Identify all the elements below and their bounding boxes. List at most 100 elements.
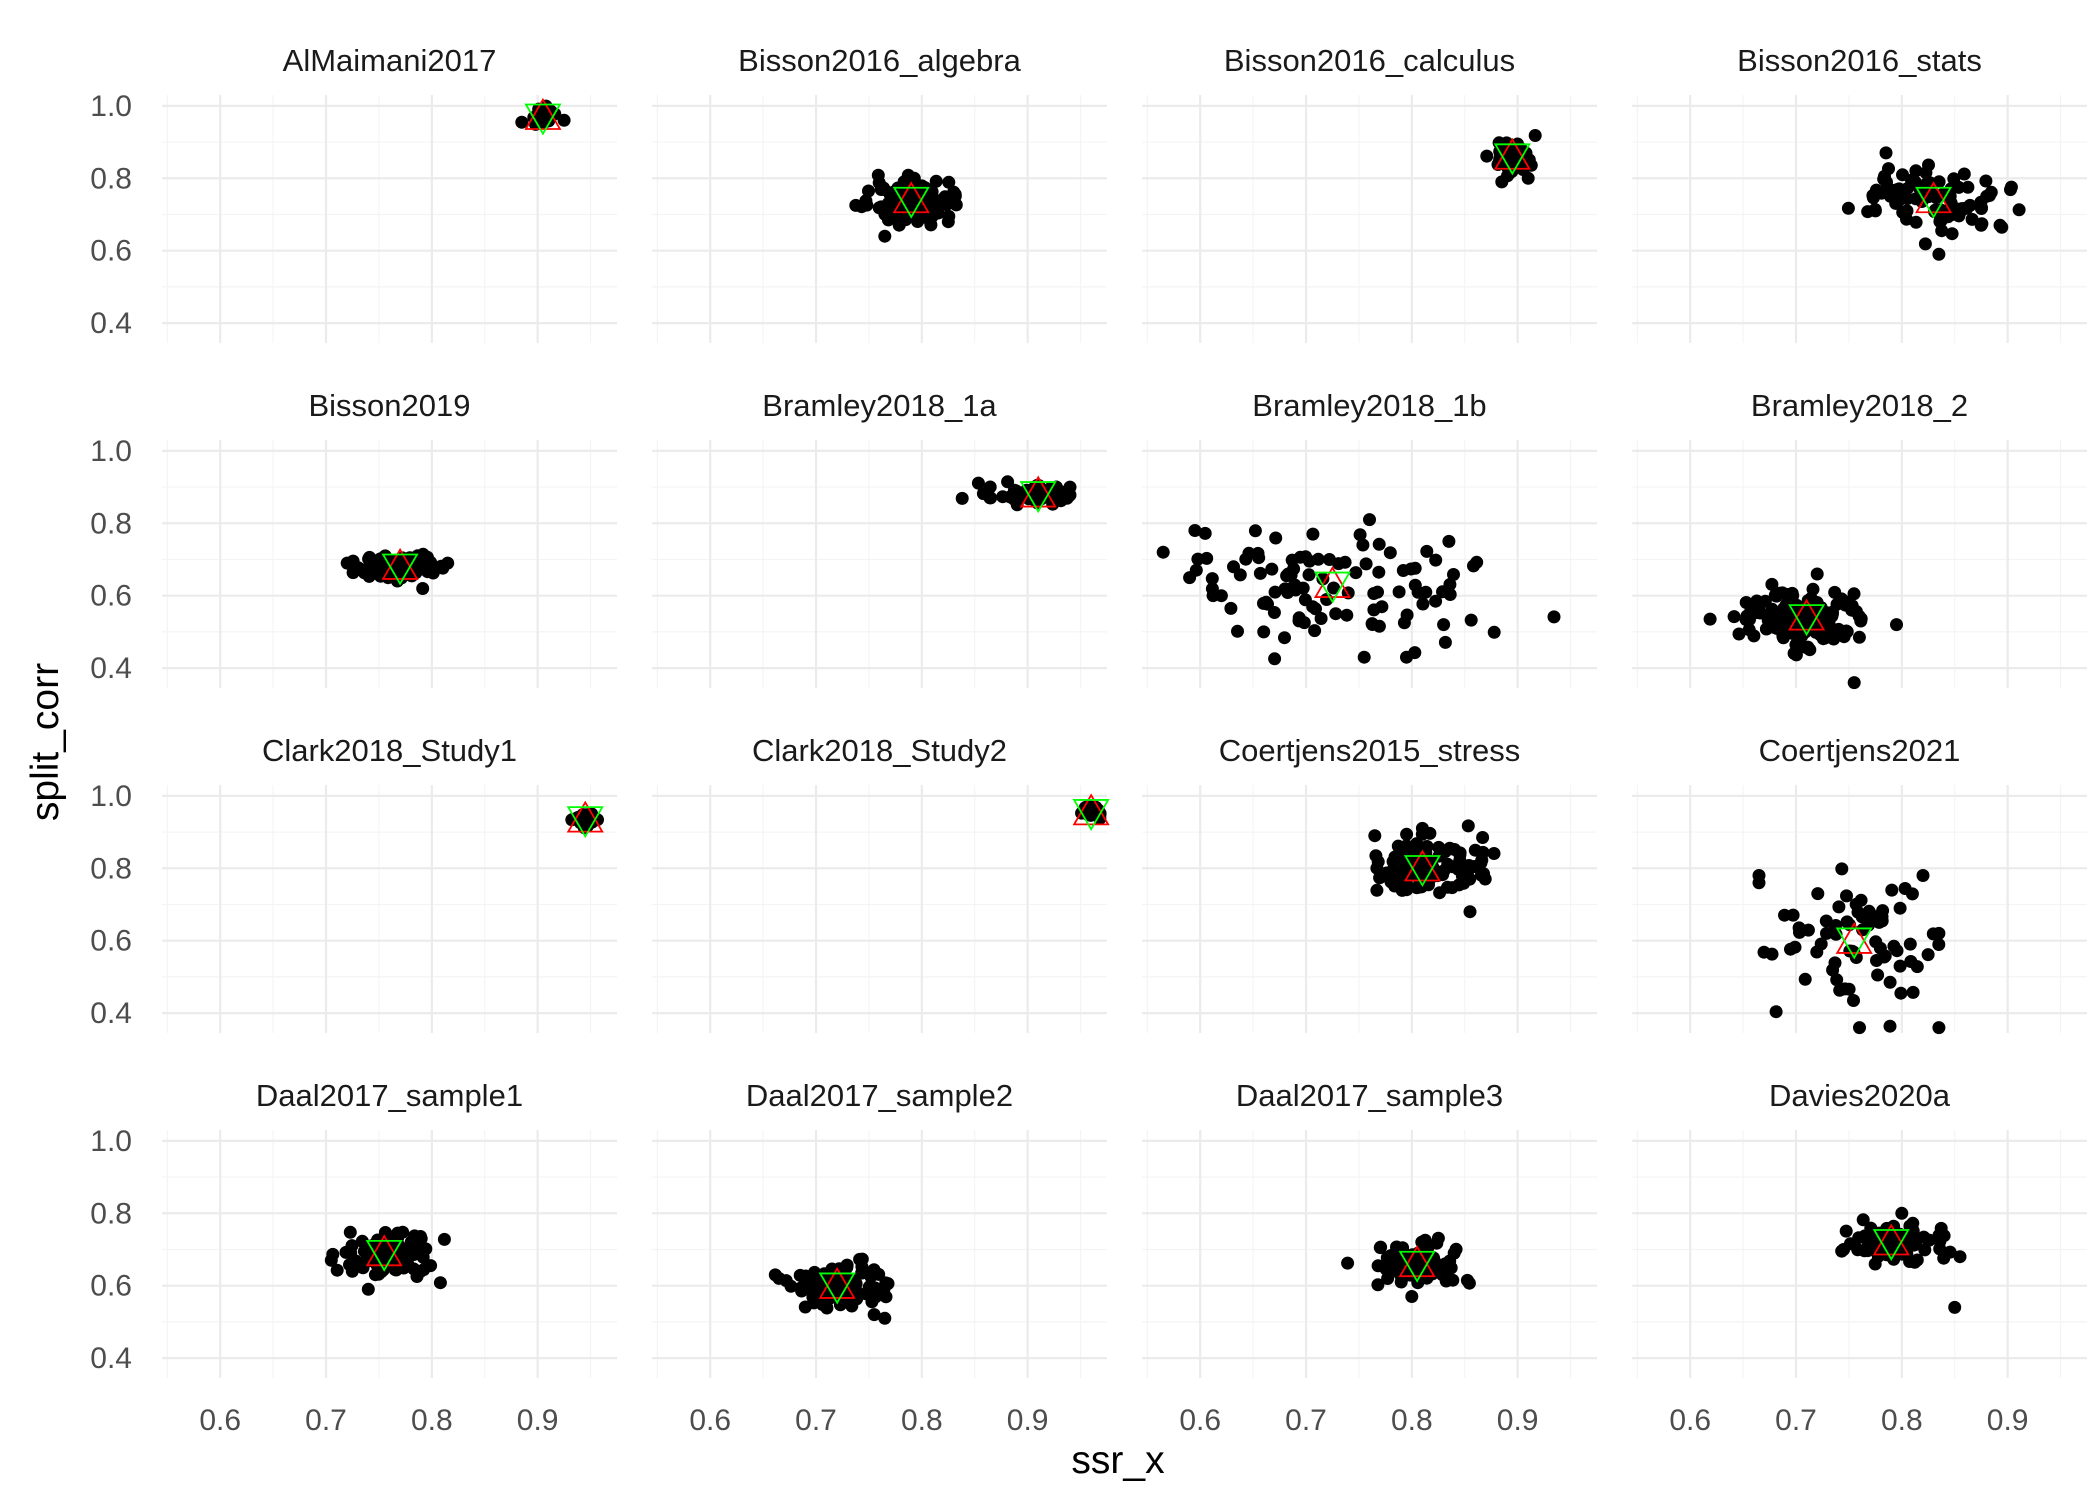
data-point bbox=[1437, 864, 1451, 878]
points-group bbox=[1480, 129, 1542, 189]
data-point bbox=[330, 1263, 344, 1277]
panel-1: Bisson2016_algebra bbox=[652, 43, 1107, 343]
panel-6: Bramley2018_1b bbox=[1142, 388, 1597, 688]
data-point bbox=[801, 1273, 815, 1286]
mean-marker-triangle-up bbox=[365, 1234, 403, 1267]
data-point bbox=[1462, 859, 1476, 872]
data-point bbox=[1443, 841, 1457, 855]
data-point bbox=[359, 563, 372, 577]
data-point bbox=[1732, 627, 1746, 641]
data-point bbox=[1906, 985, 1920, 999]
mean-marker-triangle-up bbox=[1313, 566, 1352, 598]
data-point bbox=[1349, 566, 1363, 580]
data-point bbox=[363, 550, 376, 564]
data-point bbox=[1904, 955, 1918, 968]
data-point bbox=[345, 1264, 359, 1278]
data-point bbox=[1770, 613, 1784, 627]
data-point bbox=[1415, 1235, 1429, 1249]
data-point bbox=[1375, 600, 1389, 614]
data-point bbox=[1727, 610, 1741, 624]
data-point bbox=[557, 113, 571, 127]
data-point bbox=[2004, 180, 2018, 194]
data-point bbox=[1932, 247, 1946, 261]
mean-marker-triangle-up bbox=[1403, 849, 1441, 882]
data-point bbox=[955, 491, 969, 505]
data-point bbox=[1392, 585, 1406, 599]
mean-marker-triangle-down bbox=[892, 186, 930, 219]
data-point bbox=[1341, 1256, 1355, 1270]
data-point bbox=[878, 229, 892, 243]
data-point bbox=[1903, 1255, 1917, 1268]
mean-marker-triangle-down bbox=[1072, 799, 1110, 831]
data-point bbox=[1828, 956, 1842, 970]
y-tick-label: 1.0 bbox=[90, 1125, 132, 1158]
points-group bbox=[1368, 819, 1501, 919]
panel-11: Coertjens2021 bbox=[1632, 733, 2087, 1035]
data-point bbox=[1316, 572, 1330, 586]
data-point bbox=[1747, 629, 1761, 643]
panel-15: Davies2020a bbox=[1632, 1078, 2087, 1378]
mean-marker-triangle-up bbox=[1398, 1245, 1436, 1278]
data-point bbox=[1390, 849, 1404, 863]
data-point bbox=[1835, 862, 1849, 876]
panel-title: AlMaimani2017 bbox=[283, 43, 497, 78]
panel-title: Davies2020a bbox=[1769, 1078, 1951, 1113]
data-point bbox=[1810, 567, 1824, 581]
data-point bbox=[1775, 586, 1789, 600]
data-point bbox=[1852, 1231, 1866, 1245]
x-tick-label: 0.8 bbox=[411, 1404, 453, 1437]
mean-marker-triangle-down bbox=[1872, 1229, 1910, 1262]
data-point bbox=[1438, 635, 1452, 649]
data-point bbox=[971, 476, 985, 490]
y-tick-label: 0.8 bbox=[90, 1197, 132, 1230]
data-point bbox=[374, 558, 388, 572]
data-point bbox=[1420, 544, 1434, 558]
data-point bbox=[862, 184, 875, 198]
data-point bbox=[1327, 581, 1341, 595]
panel-title: Daal2017_sample3 bbox=[1236, 1078, 1503, 1113]
data-point bbox=[1302, 568, 1316, 582]
data-point bbox=[1879, 146, 1893, 160]
data-point bbox=[1847, 994, 1860, 1007]
mean-marker-triangle-down bbox=[381, 553, 419, 586]
data-point bbox=[1363, 513, 1376, 527]
data-point bbox=[1183, 571, 1197, 585]
data-point bbox=[1251, 546, 1265, 560]
panel-4: Bisson2019 bbox=[162, 388, 617, 688]
data-point bbox=[1468, 843, 1482, 857]
data-point bbox=[1253, 566, 1267, 580]
data-point bbox=[1769, 1005, 1783, 1019]
data-point bbox=[410, 1270, 424, 1283]
mean-marker-triangle-down bbox=[1835, 927, 1873, 960]
mean-marker-triangle-up bbox=[1493, 137, 1531, 170]
data-point bbox=[1257, 625, 1271, 639]
data-point bbox=[1429, 594, 1443, 608]
data-point bbox=[1916, 869, 1930, 882]
data-point bbox=[1932, 1021, 1946, 1035]
data-point bbox=[416, 582, 430, 595]
data-point bbox=[867, 1308, 881, 1322]
data-point bbox=[391, 1226, 405, 1240]
x-tick-label: 0.6 bbox=[199, 1404, 241, 1437]
mean-marker-triangle-down bbox=[524, 103, 562, 136]
data-point bbox=[1878, 949, 1892, 963]
data-point bbox=[349, 1254, 363, 1268]
y-tick-label: 0.8 bbox=[90, 162, 132, 195]
data-point bbox=[1372, 565, 1386, 579]
data-point bbox=[1461, 819, 1475, 833]
data-point bbox=[1281, 567, 1295, 581]
data-point bbox=[1885, 883, 1899, 897]
data-point bbox=[1278, 631, 1291, 645]
y-tick-label: 0.4 bbox=[90, 652, 132, 685]
x-tick-label: 0.6 bbox=[1179, 1404, 1221, 1437]
data-point bbox=[1372, 537, 1386, 551]
data-point bbox=[984, 491, 998, 505]
x-axis-title: ssr_x bbox=[1071, 1439, 1165, 1482]
data-point bbox=[1823, 622, 1837, 636]
data-point bbox=[1974, 218, 1988, 232]
data-point bbox=[1865, 909, 1879, 923]
panel-title: Bramley2018_2 bbox=[1751, 388, 1968, 423]
data-point bbox=[1487, 847, 1501, 860]
data-point bbox=[1373, 1241, 1387, 1255]
